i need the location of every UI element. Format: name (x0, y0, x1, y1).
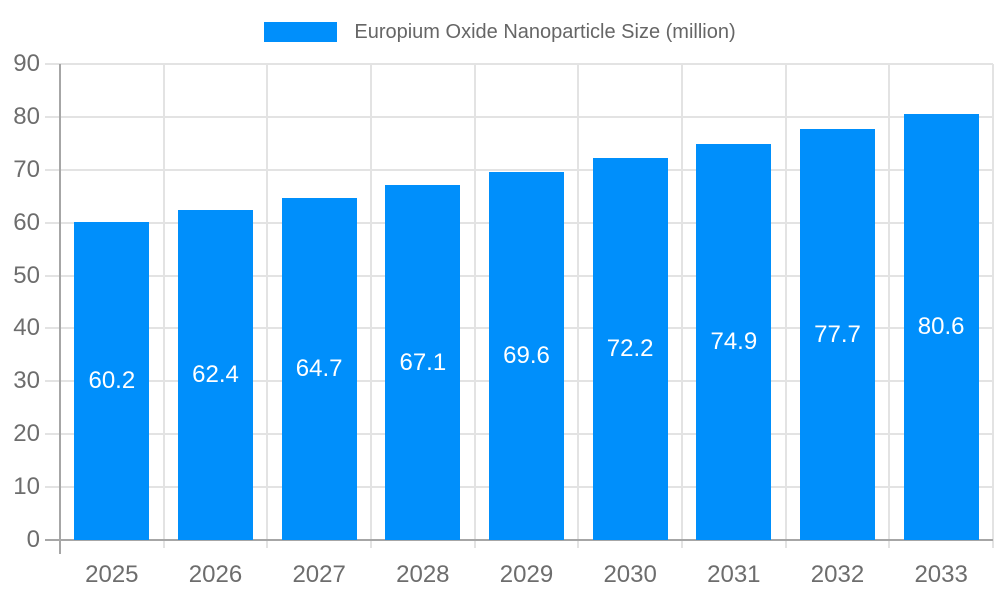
x-gridline (681, 64, 683, 548)
bar-2033[interactable] (903, 113, 979, 540)
y-tick-label: 30 (13, 367, 40, 395)
bar-value-label: 62.4 (192, 360, 239, 388)
bar-2032[interactable] (800, 129, 875, 540)
bar-value-label: 72.2 (606, 335, 654, 363)
x-tick-label: 2033 (914, 561, 968, 588)
x-gridline (370, 64, 372, 548)
x-gridline (473, 64, 476, 548)
x-tick-label: 2026 (188, 561, 243, 588)
bar-value-label: 64.7 (295, 354, 343, 382)
x-tick-label: 2031 (707, 561, 761, 588)
bar-value-label: 69.6 (503, 341, 550, 369)
x-gridline (162, 64, 165, 548)
legend-swatch (264, 22, 338, 42)
bar-2028[interactable] (385, 185, 461, 540)
bar-2030[interactable] (592, 158, 668, 540)
bar-value-label: 60.2 (88, 366, 136, 394)
y-tick-label: 90 (13, 50, 40, 77)
x-gridline (784, 64, 787, 548)
y-gridline (45, 115, 993, 118)
legend-label: Europium Oxide Nanoparticle Size (millio… (354, 20, 736, 43)
bar-2025[interactable] (74, 221, 150, 540)
bar-value-label: 74.9 (710, 327, 758, 355)
x-axis-line (45, 539, 993, 541)
bar-value-label: 77.7 (814, 320, 861, 348)
y-tick-label: 50 (13, 261, 40, 289)
bar-2031[interactable] (696, 143, 772, 540)
bar-2026[interactable] (178, 209, 253, 540)
y-axis-line (59, 64, 61, 554)
y-gridline (45, 63, 993, 65)
bar-2027[interactable] (281, 197, 357, 540)
y-tick-label: 10 (13, 473, 40, 501)
y-tick-label: 60 (13, 208, 40, 236)
x-gridline (888, 64, 891, 548)
y-tick-label: 70 (13, 155, 40, 183)
y-tick-label: 80 (13, 102, 40, 130)
x-gridline (266, 64, 269, 548)
bar-value-label: 80.6 (917, 312, 965, 340)
x-gridline (992, 64, 994, 548)
x-gridline (577, 64, 580, 548)
bar-value-label: 67.1 (399, 348, 447, 376)
x-tick-label: 2025 (85, 561, 139, 588)
y-tick-label: 20 (13, 420, 40, 448)
y-gridline (45, 168, 993, 171)
chart-legend[interactable]: Europium Oxide Nanoparticle Size (millio… (0, 20, 1000, 44)
x-tick-label: 2028 (396, 561, 450, 588)
y-tick-label: 40 (13, 314, 40, 342)
x-tick-label: 2030 (603, 561, 657, 588)
bar-2029[interactable] (489, 171, 564, 540)
x-tick-label: 2032 (810, 561, 865, 588)
x-tick-label: 2027 (292, 561, 346, 588)
x-tick-label: 2029 (499, 561, 554, 588)
y-tick-label: 0 (26, 526, 40, 553)
